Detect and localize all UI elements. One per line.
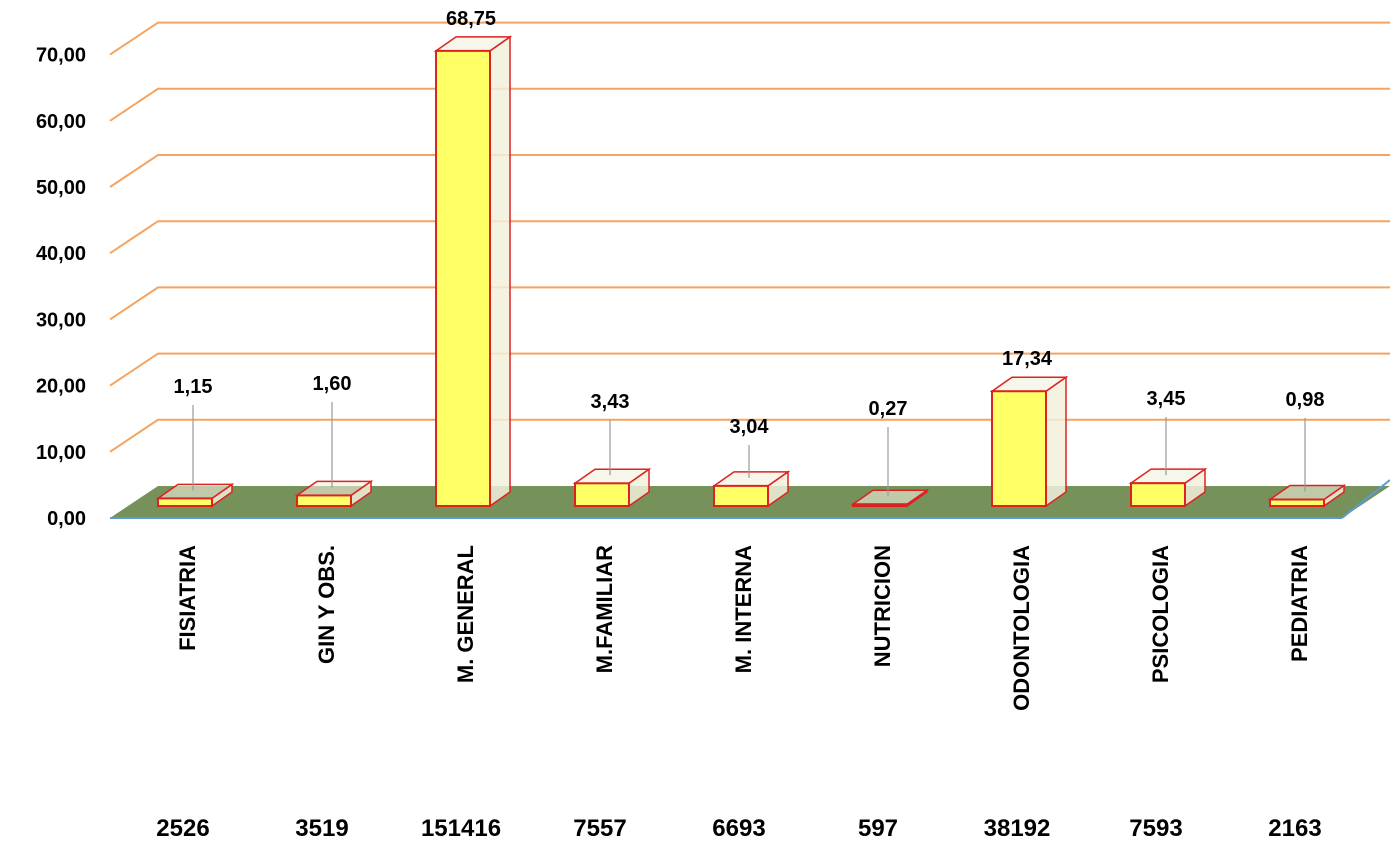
gridline bbox=[109, 220, 1390, 255]
category-label: NUTRICION bbox=[870, 545, 895, 667]
bar-gin-y-obs- bbox=[294, 479, 374, 508]
y-tick-label: 0,00 bbox=[47, 508, 86, 530]
floor-edge bbox=[1341, 479, 1390, 519]
data-label: 1,15 bbox=[174, 376, 213, 398]
bar-m-familiar bbox=[572, 467, 652, 508]
bar-pediatria bbox=[1267, 484, 1347, 508]
category-label: FISIATRIA bbox=[175, 545, 200, 651]
category-label: M.FAMILIAR bbox=[592, 545, 617, 673]
data-label: 3,04 bbox=[730, 416, 770, 438]
gridline bbox=[109, 21, 1390, 56]
count-label: 151416 bbox=[421, 815, 501, 842]
gridline bbox=[109, 286, 1390, 321]
bar-psicologia bbox=[1128, 467, 1208, 508]
y-axis-ticks: 0,00 10,00 20,00 30,00 40,00 50,00 60,00 70,00 bbox=[36, 45, 86, 530]
y-tick-label: 10,00 bbox=[36, 442, 86, 464]
gridline bbox=[109, 87, 1390, 122]
bar-odontologia bbox=[989, 375, 1069, 508]
bar-front bbox=[713, 484, 769, 508]
data-label: 17,34 bbox=[1002, 348, 1053, 370]
bar-front bbox=[574, 482, 630, 507]
bar-nutricion bbox=[850, 488, 930, 508]
bar-side bbox=[1045, 375, 1067, 508]
count-label: 3519 bbox=[295, 815, 348, 842]
gridline bbox=[109, 418, 1390, 453]
bar-m-general bbox=[433, 35, 513, 508]
bar-front bbox=[991, 390, 1047, 507]
y-tick-label: 20,00 bbox=[36, 376, 86, 398]
count-label: 38192 bbox=[984, 815, 1051, 842]
count-label: 597 bbox=[858, 815, 898, 842]
category-label: M. GENERAL bbox=[453, 545, 478, 683]
bar-front bbox=[1269, 498, 1325, 507]
grid-layer bbox=[109, 21, 1390, 453]
category-labels: FISIATRIA GIN Y OBS. M. GENERAL M.FAMILIAR M… bbox=[175, 545, 1312, 711]
bar-side bbox=[489, 35, 511, 508]
gridline bbox=[109, 154, 1390, 188]
category-label: GIN Y OBS. bbox=[314, 545, 339, 664]
gridline bbox=[109, 352, 1390, 387]
y-tick-label: 60,00 bbox=[36, 111, 86, 133]
data-label: 0,98 bbox=[1286, 389, 1325, 411]
y-tick-label: 40,00 bbox=[36, 243, 86, 265]
y-tick-label: 70,00 bbox=[36, 45, 86, 67]
data-labels: 1,15 1,60 68,75 3,43 3,04 0,27 17,34 3,45 0,98 bbox=[174, 8, 1325, 497]
category-label: ODONTOLOGIA bbox=[1009, 545, 1034, 711]
data-label: 0,27 bbox=[869, 398, 908, 420]
count-label: 2526 bbox=[156, 815, 209, 842]
bar-front bbox=[296, 494, 352, 507]
count-label: 2163 bbox=[1268, 815, 1321, 842]
category-label: M. INTERNA bbox=[731, 545, 756, 673]
bar-fisiatria bbox=[155, 482, 235, 508]
count-labels: 2526 3519 151416 7557 6693 597 38192 7593 2163 bbox=[156, 815, 1321, 842]
data-label: 3,45 bbox=[1147, 388, 1186, 410]
data-label: 68,75 bbox=[446, 8, 496, 30]
category-label: PSICOLOGIA bbox=[1148, 545, 1173, 683]
y-tick-label: 50,00 bbox=[36, 177, 86, 199]
count-label: 7557 bbox=[573, 815, 626, 842]
category-label: PEDIATRIA bbox=[1287, 545, 1312, 662]
count-label: 6693 bbox=[712, 815, 765, 842]
bar-front bbox=[852, 503, 908, 507]
bar-front bbox=[435, 49, 491, 507]
count-label: 7593 bbox=[1129, 815, 1182, 842]
data-label: 3,43 bbox=[591, 391, 630, 413]
bar-front bbox=[1130, 482, 1186, 508]
data-label: 1,60 bbox=[313, 373, 352, 395]
bar-front bbox=[157, 497, 213, 507]
y-tick-label: 30,00 bbox=[36, 309, 86, 331]
bar-m-interna bbox=[711, 470, 791, 508]
bars bbox=[155, 35, 1347, 508]
